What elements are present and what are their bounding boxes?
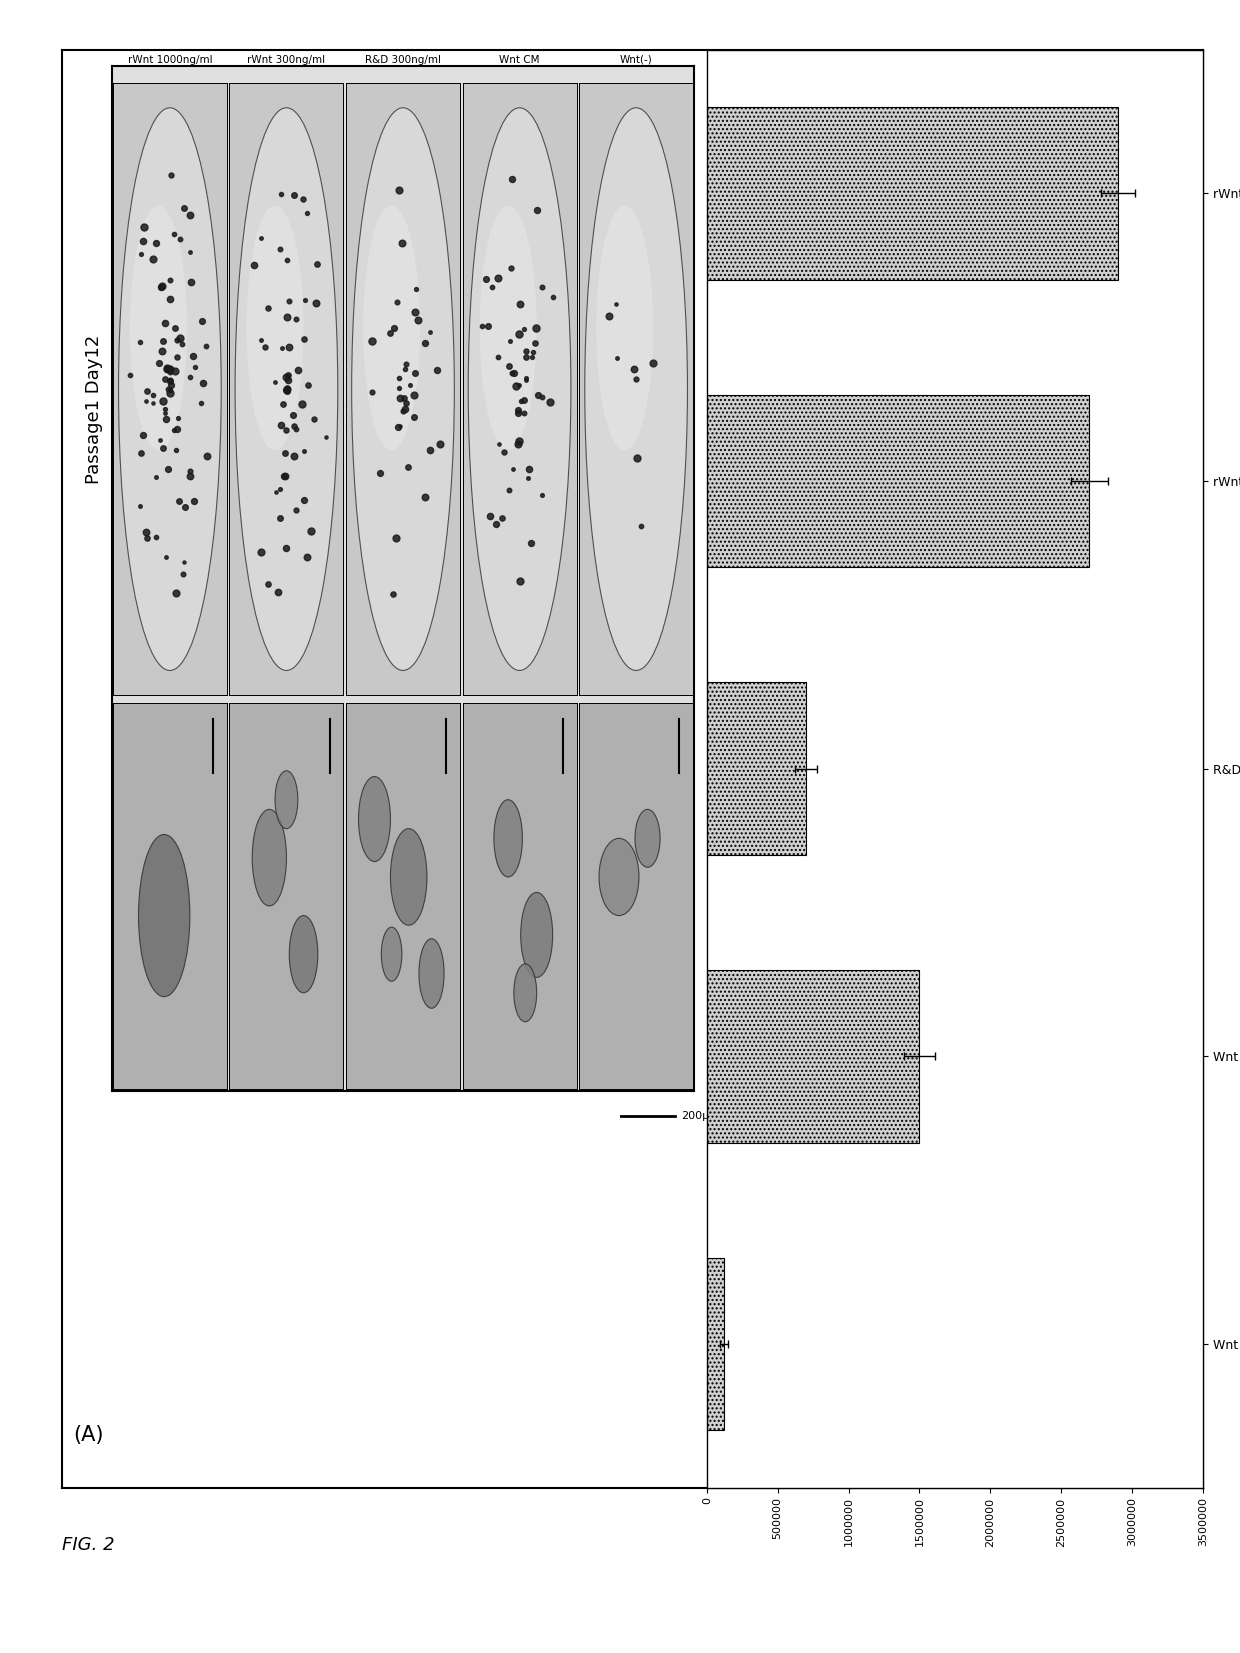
Bar [707, 1258, 724, 1430]
Ellipse shape [599, 838, 639, 916]
Text: R&D 300ng/ml: R&D 300ng/ml [365, 55, 441, 64]
Bar [707, 683, 806, 855]
Ellipse shape [352, 107, 454, 671]
Ellipse shape [585, 107, 687, 671]
Text: 200μm: 200μm [682, 1111, 720, 1121]
Ellipse shape [358, 777, 391, 861]
Ellipse shape [289, 916, 317, 993]
Ellipse shape [139, 835, 190, 997]
Ellipse shape [635, 810, 660, 868]
Text: rWnt 300ng/ml: rWnt 300ng/ml [247, 55, 326, 64]
Ellipse shape [419, 939, 444, 1008]
Ellipse shape [252, 810, 286, 906]
Ellipse shape [247, 205, 304, 450]
Ellipse shape [391, 828, 427, 926]
Ellipse shape [275, 770, 298, 828]
Ellipse shape [521, 893, 553, 977]
Ellipse shape [469, 107, 570, 671]
Bar [707, 107, 1117, 279]
Ellipse shape [382, 927, 402, 982]
Bar [707, 395, 1090, 567]
Ellipse shape [494, 800, 522, 878]
Ellipse shape [363, 205, 420, 450]
Ellipse shape [130, 205, 187, 450]
Ellipse shape [513, 964, 537, 1022]
Text: FIG. 2: FIG. 2 [62, 1536, 114, 1554]
Text: Wnt(-): Wnt(-) [620, 55, 652, 64]
Ellipse shape [480, 205, 537, 450]
Ellipse shape [119, 107, 221, 671]
Ellipse shape [236, 107, 337, 671]
Bar [707, 970, 919, 1142]
Ellipse shape [596, 205, 653, 450]
Text: Passage1 Day12: Passage1 Day12 [84, 334, 103, 484]
Text: Wnt CM: Wnt CM [500, 55, 539, 64]
Text: (A): (A) [73, 1425, 104, 1445]
Text: rWnt 1000ng/ml: rWnt 1000ng/ml [128, 55, 212, 64]
